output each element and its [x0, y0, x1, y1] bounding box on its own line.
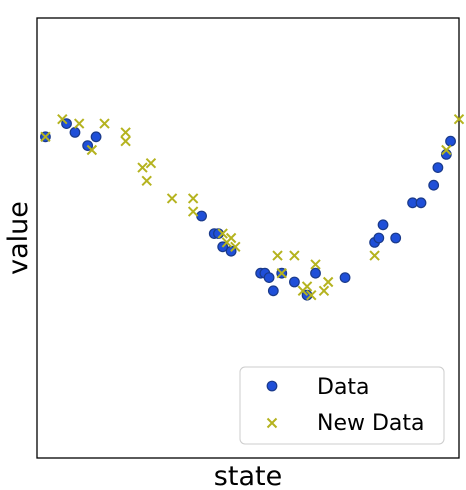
- new-data-point-15: [225, 232, 237, 244]
- data-point-12: [263, 272, 275, 284]
- data-point-28: [445, 135, 456, 147]
- data-point-5: [196, 210, 207, 222]
- new-data-point-18: [276, 267, 287, 279]
- legend-circle-icon: [266, 380, 278, 392]
- new-data-point-10: [166, 193, 178, 204]
- new-data-point-2: [73, 118, 85, 129]
- new-data-point-16: [230, 241, 241, 253]
- data-point-20: [373, 232, 385, 244]
- legend-marker-data: [266, 380, 278, 392]
- x-axis-label: state: [214, 461, 282, 490]
- data-point-22: [390, 232, 402, 244]
- data-point-26: [432, 162, 444, 174]
- new-data-point-12: [187, 206, 199, 217]
- new-data-point-6: [120, 135, 131, 147]
- new-data-point-5: [120, 127, 131, 138]
- data-point-13: [267, 285, 279, 297]
- legend-cross-icon: [266, 417, 278, 429]
- new-data-point-3: [86, 144, 98, 156]
- new-data-point-17: [272, 250, 283, 261]
- legend-box: [239, 366, 445, 445]
- new-data-point-1: [57, 113, 68, 125]
- data-point-24: [415, 197, 427, 209]
- new-data-point-24: [318, 285, 330, 297]
- data-point-18: [339, 272, 351, 284]
- new-data-point-7: [137, 162, 148, 173]
- new-data-point-13: [217, 228, 228, 239]
- data-points: [40, 113, 465, 301]
- data-point-15: [289, 276, 300, 288]
- new-data-point-23: [310, 259, 321, 270]
- new-data-point-0: [40, 131, 51, 143]
- new-data-point-4: [99, 118, 110, 129]
- new-data-point-11: [187, 193, 199, 204]
- new-data-point-8: [141, 175, 152, 187]
- data-point-21: [377, 219, 389, 231]
- legend-label-new-data: New Data: [317, 411, 425, 436]
- data-point-25: [428, 179, 440, 191]
- new-data-point-22: [306, 289, 317, 301]
- new-data-point-19: [289, 250, 300, 261]
- legend-marker-new-data: [266, 417, 278, 429]
- data-point-4: [90, 131, 102, 143]
- new-data-point-28: [453, 113, 465, 125]
- new-data-point-27: [441, 144, 452, 156]
- data-point-17: [310, 267, 321, 279]
- new-data-point-21: [301, 281, 313, 292]
- y-axis-label: value: [3, 201, 34, 275]
- new-data-point-25: [322, 276, 334, 288]
- new-data-point-9: [145, 157, 157, 169]
- data-point-2: [69, 126, 81, 138]
- new-data-point-26: [369, 250, 380, 261]
- legend: Data New Data: [239, 366, 445, 445]
- legend-label-data: Data: [317, 375, 370, 400]
